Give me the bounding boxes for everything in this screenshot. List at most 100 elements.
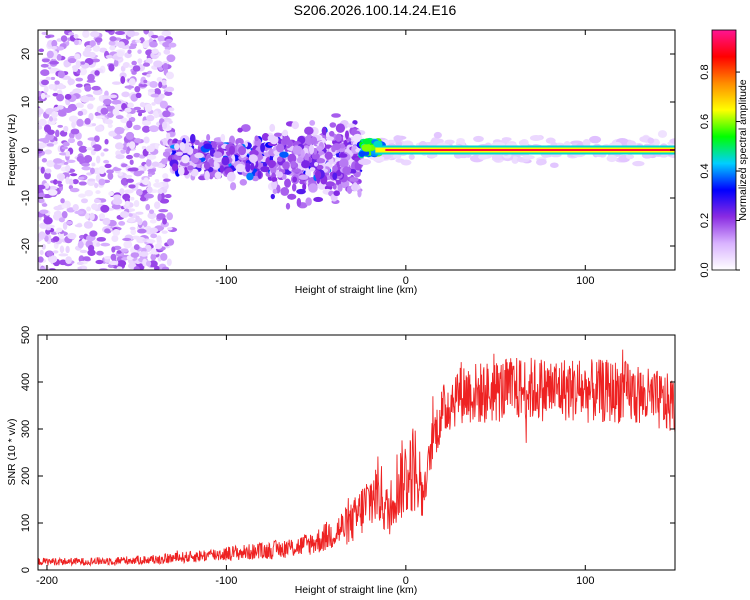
spectrogram-blob [138, 83, 148, 87]
spectrogram-blob [313, 161, 319, 167]
colorbar-tick-label: 0.4 [699, 163, 711, 178]
spectrogram-blob [162, 63, 169, 70]
spectrogram-blob [145, 203, 151, 211]
spectrogram-blob [43, 171, 51, 180]
spectrogram-blob [204, 170, 210, 181]
spectrogram-blob [157, 35, 166, 43]
spectrogram-blob [491, 154, 505, 161]
snr-ticks: -200 -100 0 100 0 100 200 300 400 500 [20, 326, 675, 587]
spectrogram-blob [78, 181, 87, 186]
spectrogram-blob [40, 63, 49, 68]
spectrogram-blob [40, 69, 50, 77]
spectrogram-blob [85, 147, 95, 151]
spectrogram-blob [333, 190, 340, 197]
spectrogram-blob [124, 85, 135, 89]
spectrogram-blob [518, 139, 527, 146]
spectrogram-blob [83, 155, 93, 163]
spectrogram-blob [235, 163, 245, 173]
spectrogram-blob [161, 266, 170, 270]
spectrogram-blob [491, 142, 506, 147]
spectrogram-blob [61, 146, 69, 150]
spectrogram-blob [163, 178, 171, 182]
spectrogram-blob [43, 216, 53, 225]
spectrogram-blob [511, 156, 519, 164]
spectrogram-blob [238, 146, 247, 156]
spectrogram-blob [61, 210, 68, 219]
spectrogram-blob [260, 166, 271, 173]
spectrogram-x-tick-label: 0 [403, 275, 409, 287]
spectrogram-blob [147, 173, 153, 178]
spectrogram-blob [89, 40, 96, 48]
spectrogram-blob [94, 182, 99, 189]
spectrogram-blob [338, 153, 348, 158]
spectrogram-blob [260, 142, 266, 153]
spectrogram-blob [39, 198, 45, 203]
spectrogram-blob [41, 243, 46, 250]
spectrogram-blob [78, 145, 88, 153]
spectrogram-blob [127, 49, 132, 54]
spectrogram-blob [164, 91, 173, 96]
spectrogram-blob [41, 203, 48, 207]
spectrogram-blob [120, 117, 128, 124]
spectrogram-blob [126, 178, 134, 183]
spectrogram-blob [115, 154, 125, 160]
spectrogram-blob [102, 95, 111, 100]
spectrogram-blob [67, 78, 75, 85]
spectrogram-blob [161, 121, 168, 130]
spectrogram-blob [292, 176, 298, 183]
spectrogram-blob [147, 168, 156, 173]
spectrogram-blob [57, 110, 67, 117]
spectrogram-blob [433, 131, 442, 139]
spectrogram-blob [108, 191, 114, 197]
spectrogram-blob [67, 232, 77, 240]
spectrogram-blob [70, 128, 80, 135]
spectrogram-blob [273, 132, 282, 137]
spectrogram-blob [81, 166, 91, 171]
spectrogram-blob [112, 108, 120, 116]
snr-y-axis-label: SNR (10 * v/v) [6, 418, 18, 485]
spectrogram-blob [290, 160, 296, 168]
spectrogram-blob [160, 253, 168, 261]
spectrogram-blob [43, 85, 49, 93]
spectrogram-blob [154, 178, 160, 183]
spectrogram-blob [114, 142, 124, 150]
spectrogram-blob [263, 152, 270, 157]
spectrogram-blob [96, 242, 101, 247]
spectrogram-blob [589, 135, 602, 144]
spectrogram-blob [91, 85, 101, 91]
spectrogram-blob [133, 152, 141, 158]
spectrogram-blob [52, 250, 59, 254]
spectrogram-blob [59, 259, 68, 266]
spectrogram-blob [291, 183, 297, 192]
spectrogram-blob [63, 161, 69, 165]
spectrogram-blob [121, 257, 128, 261]
spectrogram-blob [38, 256, 44, 263]
spectrogram-blob [87, 73, 95, 82]
spectrogram-blob [68, 31, 75, 36]
spectrogram-blob [91, 58, 101, 63]
spectrogram-blob [316, 158, 326, 164]
colorbar-gradient [711, 29, 737, 271]
spectrogram-blob [82, 30, 90, 38]
spectrogram-blob [151, 102, 156, 106]
spectrogram-blob [136, 188, 143, 196]
spectrogram-blob [81, 162, 90, 167]
spectrogram-blob [148, 209, 155, 215]
spectrogram-blob [148, 260, 158, 268]
spectrogram-blob [145, 57, 153, 65]
snr-y-tick-label: 100 [20, 514, 32, 532]
spectrogram-blob [181, 154, 190, 164]
spectrogram-blob [104, 119, 114, 125]
spectrogram-blob [123, 240, 133, 249]
snr-plot-frame [37, 334, 676, 571]
spectrogram-blob [85, 45, 92, 49]
spectrogram-blob [91, 162, 96, 167]
spectrogram-blob [49, 60, 59, 65]
spectrogram-blob [116, 250, 122, 254]
spectrogram-blob [147, 88, 155, 93]
spectrogram-blob [163, 49, 171, 55]
spectrogram-blob [159, 100, 168, 109]
spectrogram-blob [65, 256, 72, 265]
spectrogram-blob [94, 199, 102, 203]
spectrogram-blob [626, 154, 635, 160]
